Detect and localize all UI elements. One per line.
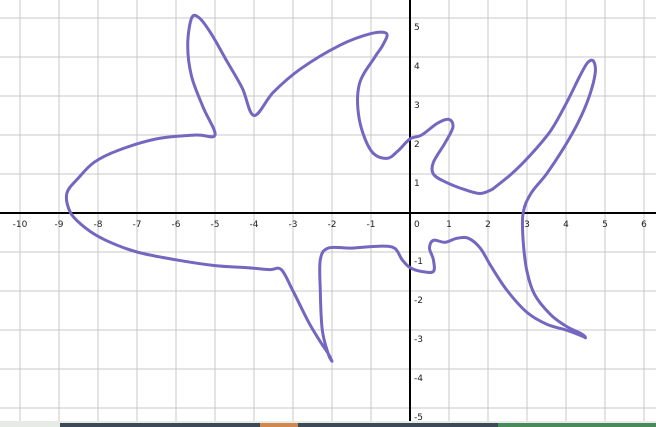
x-tick-label: -8 (94, 220, 103, 230)
y-tick-label: -3 (414, 335, 423, 345)
x-tick-label: -6 (172, 220, 181, 230)
taskbar-segment-3 (298, 423, 498, 427)
x-tick-label: 5 (602, 220, 608, 230)
x-tick-label: -3 (289, 220, 298, 230)
x-tick-label: -1 (367, 220, 376, 230)
y-tick-label: 5 (414, 23, 420, 33)
x-tick-label: -4 (250, 220, 259, 230)
taskbar-segment-1 (60, 423, 260, 427)
x-tick-label: 0 (414, 220, 420, 230)
y-tick-label: 4 (414, 62, 420, 72)
y-tick-labels: 5 4 3 2 1 -1 -2 -3 -4 -5 (414, 23, 423, 423)
y-tick-label: -5 (414, 413, 423, 423)
y-tick-label: -2 (414, 296, 423, 306)
taskbar-segment-4 (498, 423, 656, 427)
x-tick-label: 4 (563, 220, 569, 230)
y-tick-label: 1 (414, 179, 420, 189)
freehand-curve[interactable] (64, 13, 597, 363)
x-tick-label: -9 (55, 220, 64, 230)
bottom-taskbar-strip (0, 421, 656, 427)
x-tick-label: 6 (641, 220, 647, 230)
y-tick-label: 2 (414, 140, 420, 150)
taskbar-segment-2 (260, 423, 298, 427)
y-tick-label: -4 (414, 374, 423, 384)
x-tick-label: 2 (485, 220, 491, 230)
x-tick-label: -5 (211, 220, 220, 230)
y-tick-label: -1 (414, 257, 423, 267)
y-tick-label: 3 (414, 101, 420, 111)
x-tick-label: -10 (13, 220, 28, 230)
x-tick-label: 3 (524, 220, 530, 230)
x-tick-label: -7 (133, 220, 142, 230)
x-tick-label: -2 (328, 220, 337, 230)
x-tick-label: 1 (446, 220, 452, 230)
x-tick-labels: -10 -9 -8 -7 -6 -5 -4 -3 -2 -1 0 1 2 3 4 5 6 (13, 220, 647, 230)
